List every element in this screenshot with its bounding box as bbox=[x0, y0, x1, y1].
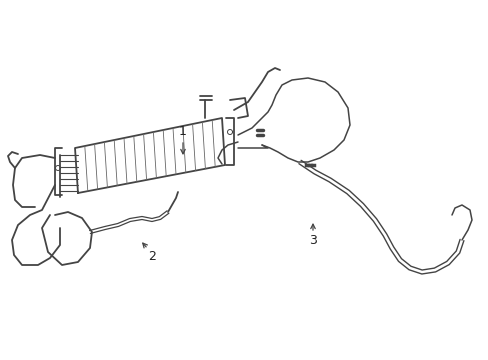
Text: 1: 1 bbox=[179, 126, 186, 139]
Text: 3: 3 bbox=[308, 234, 316, 247]
Text: 2: 2 bbox=[148, 249, 156, 262]
